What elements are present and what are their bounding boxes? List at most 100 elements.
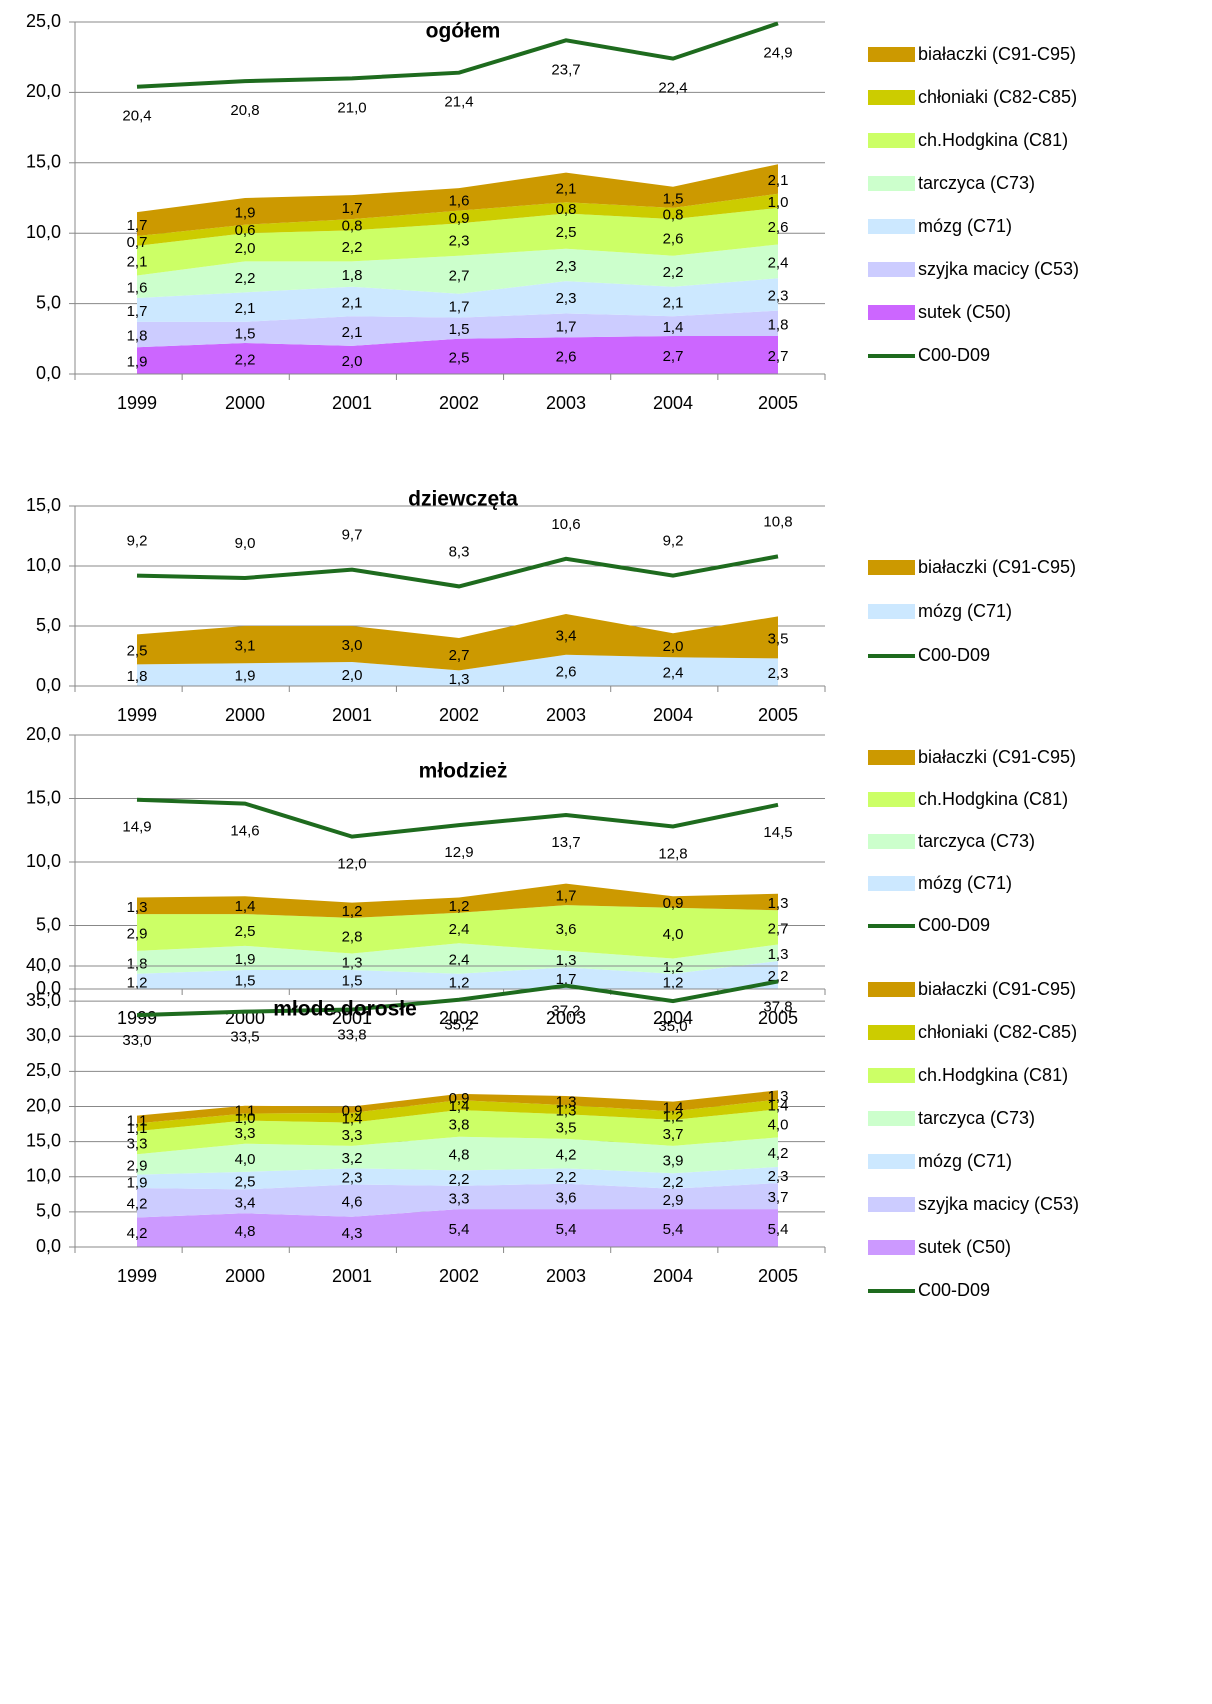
y-tick-label: 0,0 — [36, 675, 61, 695]
data-label: 9,2 — [663, 533, 684, 550]
data-label: 3,7 — [663, 1126, 684, 1143]
data-label: 13,7 — [551, 834, 580, 851]
data-label: 3,3 — [342, 1127, 363, 1144]
data-label: 1,7 — [556, 887, 577, 904]
y-tick-label: 40,0 — [26, 955, 61, 975]
legend-label: C00-D09 — [918, 915, 990, 935]
data-label: 3,5 — [768, 630, 789, 647]
data-label: 2,3 — [768, 287, 789, 304]
legend-label: szyjka macicy (C53) — [918, 259, 1079, 279]
y-tick-label: 35,0 — [26, 990, 61, 1010]
x-tick-label: 2002 — [439, 393, 479, 413]
y-tick-label: 5,0 — [36, 615, 61, 635]
area — [137, 883, 778, 918]
data-label: 1,1 — [235, 1103, 256, 1120]
data-label: 1,3 — [768, 895, 789, 912]
data-label: 1,3 — [556, 952, 577, 969]
x-tick-label: 2000 — [225, 393, 265, 413]
y-tick-label: 30,0 — [26, 1025, 61, 1045]
legend-swatch — [868, 560, 915, 575]
data-label: 1,1 — [127, 1120, 148, 1137]
legend-label: mózg (C71) — [918, 601, 1012, 621]
data-label: 20,4 — [122, 108, 151, 125]
legend-label: C00-D09 — [918, 645, 990, 665]
data-label: 33,8 — [337, 1027, 366, 1044]
legend-swatch — [868, 219, 915, 234]
data-label: 2,7 — [449, 268, 470, 285]
data-label: 20,8 — [230, 102, 259, 119]
legend-label: C00-D09 — [918, 1280, 990, 1300]
x-tick-label: 2004 — [653, 705, 693, 725]
legend-swatch — [868, 1068, 915, 1083]
data-label: 1,3 — [127, 899, 148, 916]
data-label: 2,2 — [663, 1174, 684, 1191]
data-label: 1,3 — [449, 671, 470, 688]
data-label: 2,2 — [235, 351, 256, 368]
data-label: 2,2 — [235, 270, 256, 287]
data-label: 2,2 — [556, 1169, 577, 1186]
data-label: 1,1 — [127, 1112, 148, 1129]
data-label: 2,5 — [127, 642, 148, 659]
data-label: 2,1 — [342, 324, 363, 341]
legend-label: chłoniaki (C82-C85) — [918, 1022, 1077, 1042]
data-label: 1,5 — [235, 325, 256, 342]
data-label: 35,0 — [658, 1018, 687, 1035]
data-label: 2,3 — [556, 290, 577, 307]
legend-swatch — [868, 133, 915, 148]
data-label: 1,8 — [127, 668, 148, 685]
line — [136, 797, 779, 839]
legend-label: tarczyca (C73) — [918, 173, 1035, 193]
x-tick-label: 2004 — [653, 393, 693, 413]
y-tick-label: 0,0 — [36, 363, 61, 383]
data-label: 1,7 — [556, 318, 577, 335]
data-label: 4,8 — [235, 1223, 256, 1240]
data-label: 1,7 — [127, 217, 148, 234]
area — [137, 278, 778, 322]
data-label: 1,3 — [768, 946, 789, 963]
data-label: 4,2 — [127, 1225, 148, 1242]
data-label: 1,3 — [556, 1103, 577, 1120]
legend-swatch — [868, 1025, 915, 1040]
data-label: 2,4 — [449, 921, 470, 938]
x-tick-label: 2002 — [439, 705, 479, 725]
area — [137, 1109, 778, 1155]
data-label: 12,8 — [658, 845, 687, 862]
area — [137, 961, 778, 989]
x-tick-label: 2001 — [332, 705, 372, 725]
data-label: 2,2 — [342, 239, 363, 256]
y-tick-label: 10,0 — [26, 222, 61, 242]
legend-label: ch.Hodgkina (C81) — [918, 789, 1068, 809]
data-label: 2,3 — [556, 258, 577, 275]
data-label: 2,8 — [342, 929, 363, 946]
legend-label: tarczyca (C73) — [918, 831, 1035, 851]
legend-label: białaczki (C91-C95) — [918, 44, 1076, 64]
legend-label: ch.Hodgkina (C81) — [918, 1065, 1068, 1085]
legend-swatch — [868, 982, 915, 997]
y-tick-label: 15,0 — [26, 152, 61, 172]
legend-label: ch.Hodgkina (C81) — [918, 130, 1068, 150]
data-label: 2,7 — [768, 920, 789, 937]
chart-title: młode dorosłe — [273, 998, 417, 1021]
data-label: 2,1 — [127, 254, 148, 271]
legend-label: białaczki (C91-C95) — [918, 557, 1076, 577]
x-tick-label: 2002 — [439, 1008, 479, 1028]
x-tick-label: 2005 — [758, 1008, 798, 1028]
area — [137, 164, 778, 237]
y-tick-label: 25,0 — [26, 1060, 61, 1080]
line — [136, 554, 779, 589]
data-label: 9,7 — [342, 527, 363, 544]
data-label: 1,7 — [342, 200, 363, 217]
data-label: 2,1 — [342, 294, 363, 311]
data-label: 4,2 — [127, 1196, 148, 1213]
data-label: 2,2 — [449, 1171, 470, 1188]
x-tick-label: 1999 — [117, 1008, 157, 1028]
data-label: 14,9 — [122, 819, 151, 836]
data-label: 1,2 — [663, 959, 684, 976]
area — [137, 1136, 778, 1175]
legend-label: białaczki (C91-C95) — [918, 747, 1076, 767]
data-label: 10,8 — [763, 513, 792, 530]
legend-label: mózg (C71) — [918, 216, 1012, 236]
data-label: 1,0 — [235, 1110, 256, 1127]
area — [137, 207, 778, 276]
legend-label: białaczki (C91-C95) — [918, 979, 1076, 999]
